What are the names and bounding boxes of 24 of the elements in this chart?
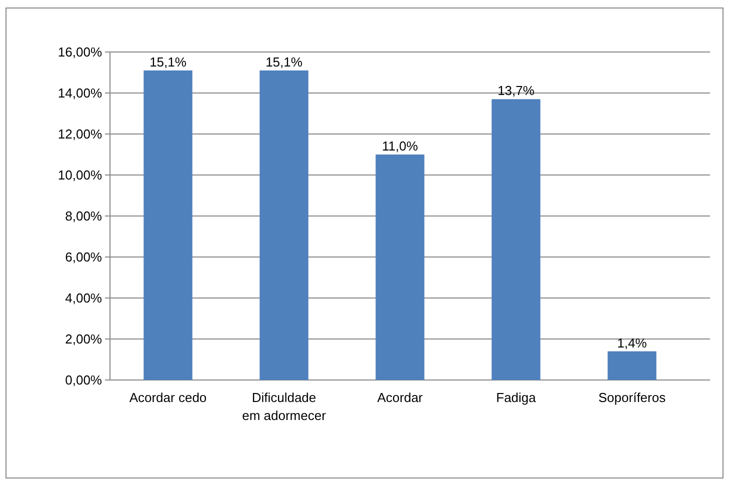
x-tick-label: Fadiga <box>496 390 537 405</box>
bar <box>376 154 424 380</box>
bar <box>144 70 192 380</box>
y-tick-label: 10,00% <box>58 168 102 183</box>
y-tick-label: 6,00% <box>65 250 102 265</box>
x-tick-label: Dificuldade em adormecer <box>242 390 327 423</box>
y-tick-label: 16,00% <box>58 44 102 60</box>
bar <box>260 70 308 380</box>
data-label: 15,1% <box>266 54 303 70</box>
data-label: 11,0% <box>382 138 418 154</box>
bar <box>608 351 656 380</box>
bar <box>492 99 540 380</box>
x-tick-label: Soporíferos <box>598 390 666 405</box>
data-label: 1,4% <box>617 335 648 350</box>
y-tick-label: 14,00% <box>58 86 102 101</box>
x-tick-label: Acordar cedo <box>129 390 207 405</box>
y-tick-label: 0,00% <box>65 372 102 388</box>
y-tick-label: 2,00% <box>65 332 102 347</box>
y-tick-label: 4,00% <box>65 290 102 306</box>
data-label: 15,1% <box>150 54 187 70</box>
y-tick-label: 8,00% <box>65 208 102 224</box>
data-label: 13,7% <box>498 83 535 98</box>
y-tick-label: 12,00% <box>58 126 102 142</box>
x-tick-label: Acordar <box>377 390 424 405</box>
